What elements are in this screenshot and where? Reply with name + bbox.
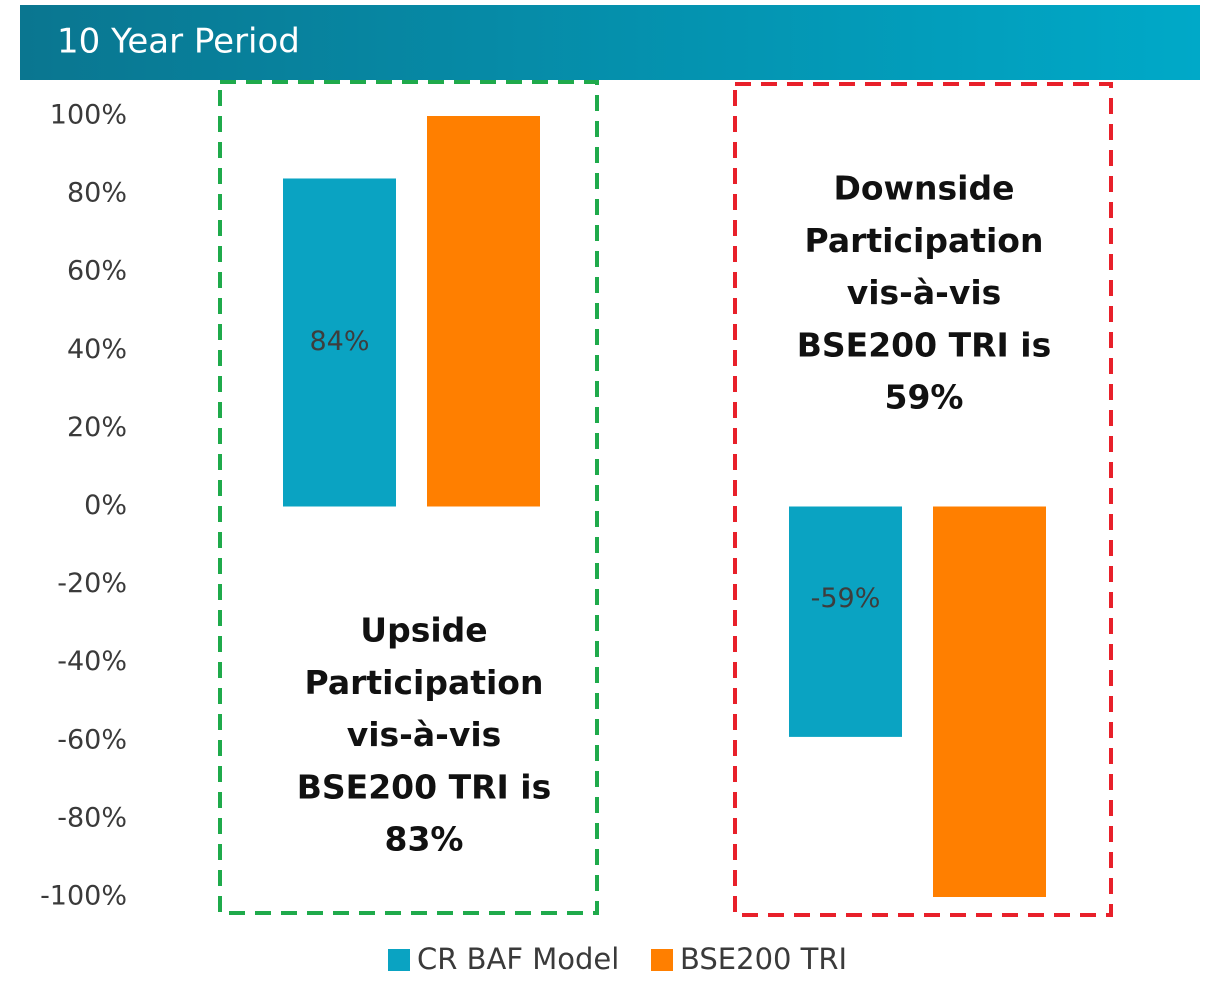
annotation-text: vis-à-vis xyxy=(347,715,502,754)
y-tick-label: 40% xyxy=(67,334,127,365)
annotation-text: Participation xyxy=(805,221,1044,260)
y-tick-label: 0% xyxy=(84,490,127,521)
chart-title: 10 Year Period xyxy=(57,22,300,62)
y-tick-label: 20% xyxy=(67,412,127,443)
y-tick-label: 100% xyxy=(50,100,127,131)
legend-swatch xyxy=(388,949,410,971)
y-tick-label: -20% xyxy=(57,568,127,599)
y-tick-label: 60% xyxy=(67,256,127,287)
bar xyxy=(427,116,540,507)
legend-swatch xyxy=(651,949,673,971)
y-tick-label: -60% xyxy=(57,724,127,755)
legend-label: CR BAF Model xyxy=(417,942,619,976)
annotation-box xyxy=(218,80,599,915)
bar xyxy=(789,506,902,737)
header-bar xyxy=(20,5,1200,80)
annotation-text: BSE200 TRI is xyxy=(297,767,551,806)
legend-label: BSE200 TRI xyxy=(680,942,847,976)
annotation-text: vis-à-vis xyxy=(847,273,1002,312)
annotation-text: Upside xyxy=(360,611,487,650)
annotation-text: Downside xyxy=(833,169,1014,208)
bar xyxy=(283,178,396,507)
data-label: 84% xyxy=(309,326,369,357)
annotation-text: 59% xyxy=(885,378,964,417)
y-tick-label: -40% xyxy=(57,646,127,677)
annotation-text: Participation xyxy=(305,663,544,702)
y-tick-label: -100% xyxy=(40,881,127,912)
y-tick-label: 80% xyxy=(67,178,127,209)
annotation-text: 83% xyxy=(385,820,464,859)
bar xyxy=(933,506,1046,897)
annotation-text: BSE200 TRI is xyxy=(797,325,1051,364)
data-label: -59% xyxy=(811,583,881,614)
annotation-box xyxy=(733,82,1113,917)
y-tick-label: -80% xyxy=(57,802,127,833)
